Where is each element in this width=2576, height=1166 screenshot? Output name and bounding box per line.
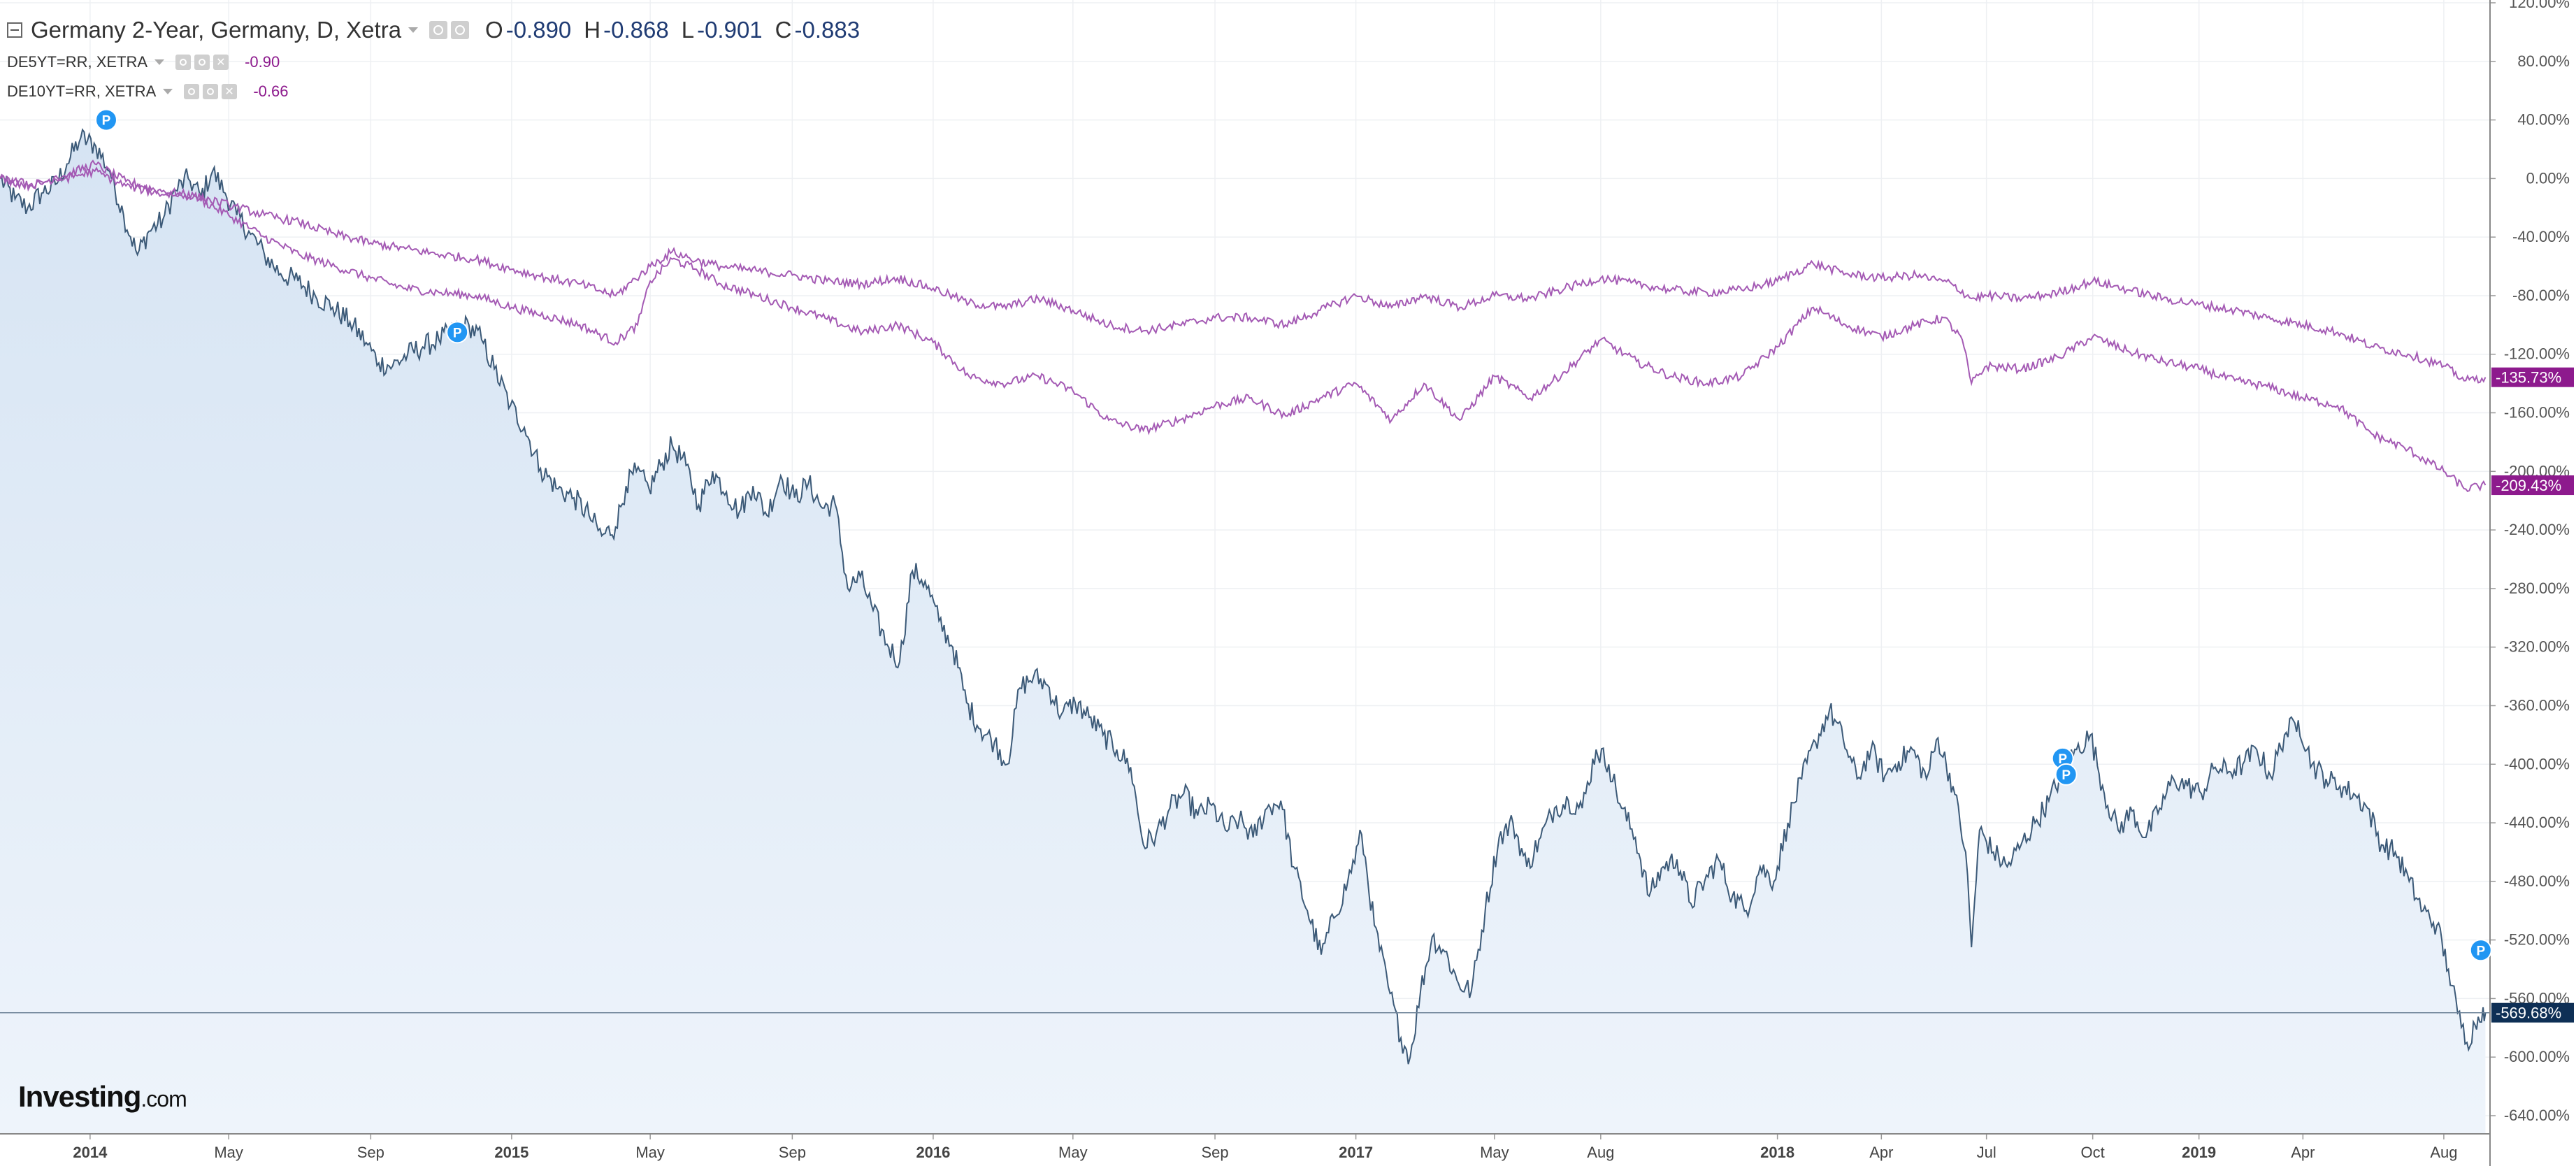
investing-logo: Investing.com: [18, 1080, 187, 1114]
x-tick-label: May: [1480, 1144, 1509, 1161]
collapse-icon[interactable]: [7, 22, 22, 38]
plot-area: [0, 128, 2490, 1135]
gear-icon[interactable]: [451, 21, 470, 39]
y-tick-label: -640.00%: [2504, 1107, 2570, 1124]
event-marker-label: P: [102, 114, 111, 129]
event-marker-label: P: [453, 326, 462, 340]
x-axis: 2014 May Sep 2015 May Sep 2016 May Sep 2017 May Aug…: [0, 1133, 2490, 1161]
price-labels: -135.73% -209.43% -569.68%: [2491, 367, 2574, 1023]
legend-series-row: DE5YT=RR, XETRA -0.90: [7, 48, 860, 77]
y-tick-label: 80.00%: [2517, 52, 2570, 70]
open-value: -0.890: [505, 17, 572, 43]
event-marker-icon: [446, 321, 469, 344]
close-value: -0.883: [794, 17, 861, 43]
series-value: -0.66: [253, 82, 289, 100]
low-label: L: [681, 17, 695, 43]
x-tick-label: Aug: [1587, 1144, 1614, 1161]
gear-icon[interactable]: [203, 84, 219, 99]
price-label-de2y-bg: [2491, 1002, 2574, 1023]
y-tick-label: -280.00%: [2504, 580, 2570, 597]
y-tick-label: -600.00%: [2504, 1048, 2570, 1065]
legend: Germany 2-Year, Germany, D, Xetra O -0.8…: [7, 13, 860, 106]
x-tick-label: Jul: [1977, 1144, 1996, 1161]
event-marker-label: P: [2058, 752, 2067, 767]
chevron-down-icon[interactable]: [163, 89, 173, 94]
y-tick-label: -520.00%: [2504, 931, 2570, 949]
x-tick-label: 2016: [916, 1144, 950, 1161]
y-tick-label: -440.00%: [2504, 814, 2570, 831]
event-marker-label: P: [2061, 768, 2071, 783]
low-value: -0.901: [697, 17, 763, 43]
legend-main-row: Germany 2-Year, Germany, D, Xetra O -0.8…: [7, 13, 860, 48]
y-tick-label: 120.00%: [2509, 0, 2570, 11]
series-line-de5y: [0, 159, 2487, 493]
series-value: -0.90: [245, 53, 280, 71]
logo-text: Investing: [18, 1080, 141, 1113]
x-tick-label: Aug: [2430, 1144, 2457, 1161]
y-tick-label: -480.00%: [2504, 872, 2570, 890]
x-tick-label: May: [1058, 1144, 1088, 1161]
x-tick-label: 2017: [1339, 1144, 1373, 1161]
y-tick-label: 0.00%: [2526, 169, 2570, 187]
legend-series-row: DE10YT=RR, XETRA -0.66: [7, 77, 860, 106]
event-marker-icon: [2055, 763, 2078, 786]
series-line-de2y: [0, 128, 2487, 1065]
series-line-de10y: [0, 166, 2487, 384]
close-icon[interactable]: [213, 55, 229, 70]
close-icon[interactable]: [222, 84, 238, 99]
main-series-title: Germany 2-Year, Germany, D, Xetra: [31, 17, 402, 43]
x-tick-label: Oct: [2081, 1144, 2105, 1161]
settings-icon[interactable]: [429, 21, 448, 39]
chevron-down-icon[interactable]: [408, 27, 419, 33]
x-tick-label: 2015: [494, 1144, 528, 1161]
event-marker-icon: [94, 108, 117, 131]
y-tick-label: -120.00%: [2504, 345, 2570, 363]
event-marker-icon: [2469, 939, 2492, 962]
x-tick-label: May: [635, 1144, 665, 1161]
y-tick-label: -160.00%: [2504, 404, 2570, 422]
price-label-de5y-bg: [2491, 475, 2574, 496]
x-tick-label: Sep: [1201, 1144, 1228, 1161]
eye-icon[interactable]: [184, 84, 200, 99]
high-label: H: [584, 17, 601, 43]
price-label-de10y: -135.73%: [2496, 369, 2561, 387]
gear-icon[interactable]: [194, 55, 210, 70]
y-tick-label: -40.00%: [2512, 228, 2570, 245]
y-tick-label: -320.00%: [2504, 638, 2570, 656]
chevron-down-icon[interactable]: [154, 59, 165, 65]
x-tick-label: 2018: [1760, 1144, 1794, 1161]
x-tick-label: 2014: [73, 1144, 108, 1161]
event-marker-label: P: [2476, 944, 2485, 958]
eye-icon[interactable]: [175, 55, 192, 70]
open-label: O: [485, 17, 503, 43]
close-label: C: [775, 17, 792, 43]
price-label-de10y-bg: [2491, 367, 2574, 387]
y-tick-label: -240.00%: [2504, 521, 2570, 538]
high-value: -0.868: [603, 17, 669, 43]
x-tick-label: May: [214, 1144, 243, 1161]
x-tick-label: Apr: [2291, 1144, 2315, 1161]
x-tick-label: Apr: [1869, 1144, 1893, 1161]
logo-suffix: .com: [141, 1086, 187, 1111]
y-tick-label: 40.00%: [2517, 111, 2570, 129]
x-tick-label: Sep: [779, 1144, 806, 1161]
price-label-de5y: -209.43%: [2496, 477, 2561, 494]
y-tick-label: -400.00%: [2504, 755, 2570, 772]
series-area-fill: [0, 129, 2486, 1135]
y-axis: 120.00% 80.00% 40.00% 0.00% -40.00% -80.00% -1…: [2489, 0, 2570, 1166]
series-name: DE10YT=RR, XETRA: [7, 82, 157, 100]
y-tick-label: -360.00%: [2504, 696, 2570, 714]
x-tick-label: 2019: [2182, 1144, 2216, 1161]
y-tick-label: -80.00%: [2512, 287, 2570, 304]
price-label-de2y: -569.68%: [2496, 1005, 2561, 1022]
series-name: DE5YT=RR, XETRA: [7, 53, 148, 71]
x-tick-label: Sep: [357, 1144, 384, 1161]
